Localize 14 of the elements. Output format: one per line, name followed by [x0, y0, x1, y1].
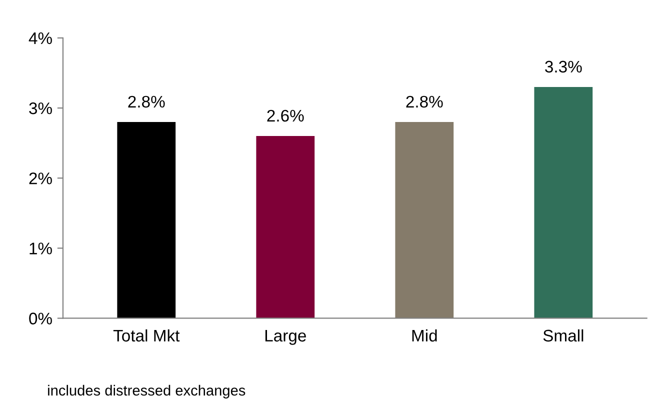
data-label: 2.8%: [406, 96, 443, 108]
x-tick-label: Total Mkt: [113, 329, 180, 342]
data-label: 3.3%: [545, 60, 582, 73]
y-tick-label: 3%: [29, 102, 52, 114]
y-tick-label: 2%: [29, 172, 52, 184]
x-tick-label: Small: [543, 329, 584, 342]
x-tick-label: Mid: [412, 329, 437, 342]
x-tick-label: Large: [265, 330, 306, 345]
y-tick-label: 1%: [30, 242, 52, 254]
y-tick-label: 4%: [28, 32, 52, 44]
text: includes distressed exchanges: [48, 384, 246, 398]
y-tick-label: 0%: [29, 312, 52, 324]
data-label: 2.8%: [128, 96, 165, 108]
data-label: 2.6%: [267, 110, 304, 122]
